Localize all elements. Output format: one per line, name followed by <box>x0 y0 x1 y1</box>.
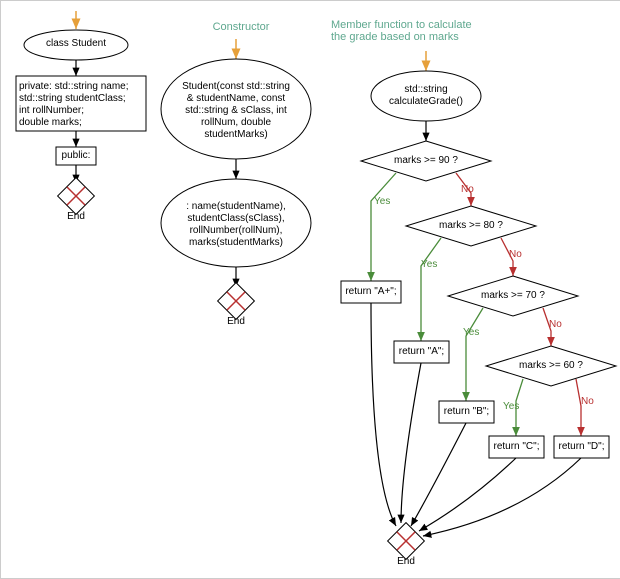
end-label-2: End <box>226 316 246 328</box>
yes-90: Yes <box>374 196 390 207</box>
end-label-1: End <box>66 211 86 223</box>
end-label-3: End <box>396 556 416 568</box>
cond70: marks >= 70 ? <box>473 290 553 302</box>
ret-c: return "C"; <box>491 441 542 453</box>
no-90: No <box>461 184 474 195</box>
memberfn-heading: Member function to calculate the grade b… <box>331 19 531 43</box>
init-list: : name(studentName), studentClass(sClass… <box>173 201 299 249</box>
private-block: private: std::string name; std::string s… <box>19 81 143 129</box>
ret-d: return "D"; <box>556 441 607 453</box>
cond80: marks >= 80 ? <box>431 220 511 232</box>
yes-80: Yes <box>421 259 437 270</box>
yes-70: Yes <box>463 327 479 338</box>
class-label: class Student <box>43 38 109 50</box>
public-label: public: <box>58 150 94 162</box>
yes-60: Yes <box>503 401 519 412</box>
ctor-sig: Student(const std::string & studentName,… <box>173 81 299 141</box>
cond90: marks >= 90 ? <box>386 155 466 167</box>
ret-aplus: return "A+"; <box>343 286 399 298</box>
constructor-heading: Constructor <box>201 21 281 33</box>
cond60: marks >= 60 ? <box>511 360 591 372</box>
ret-b: return "B"; <box>441 406 492 418</box>
no-60: No <box>581 396 594 407</box>
ret-a: return "A"; <box>396 346 447 358</box>
fn-sig: std::string calculateGrade() <box>386 84 466 108</box>
flowchart-canvas: class Student private: std::string name;… <box>0 0 620 579</box>
no-70: No <box>549 319 562 330</box>
no-80: No <box>509 249 522 260</box>
